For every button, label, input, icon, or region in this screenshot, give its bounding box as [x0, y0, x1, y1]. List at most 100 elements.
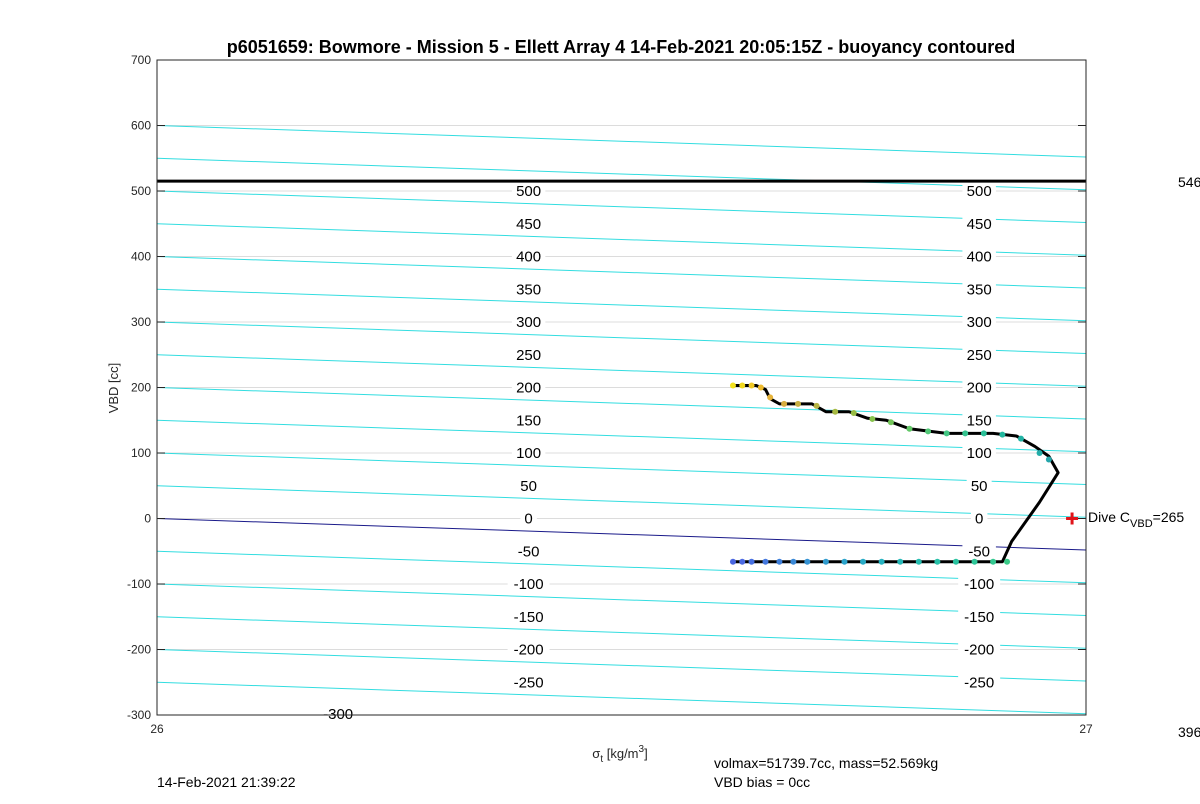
- dive-sample-point: [748, 558, 755, 565]
- dive-sample-point: [804, 558, 811, 565]
- x-tick-label: 26: [150, 722, 164, 736]
- contour-label-mid: -50: [518, 543, 540, 560]
- climb-sample-point: [781, 400, 788, 407]
- contour-line: [157, 518, 1086, 551]
- climb-sample-point: [980, 430, 987, 437]
- dive-sample-point: [776, 558, 783, 565]
- x-axis-label-superscript: 3: [639, 744, 645, 755]
- contour-line: [157, 157, 1086, 191]
- contour-label-right: -100: [964, 576, 994, 593]
- contour-line: [157, 649, 1086, 682]
- climb-sample-point: [887, 419, 894, 426]
- contour-label-right-bg: [958, 640, 1001, 659]
- contour-label-mid: 250: [516, 347, 541, 364]
- contour-label-mid: 400: [516, 249, 541, 266]
- y-tick-label: 0: [144, 512, 151, 526]
- contour-line: [157, 354, 1086, 387]
- dive-sample-point: [841, 558, 848, 565]
- y-tick-label: 700: [131, 53, 151, 67]
- x-axis-label: σt [kg/m3]: [592, 744, 647, 765]
- contour-label-mid: 200: [516, 380, 541, 397]
- dive-cvbd-label: Dive CVBD=265: [1088, 509, 1184, 530]
- climb-sample-point: [813, 402, 820, 409]
- x-axis-label-close: ]: [644, 746, 648, 761]
- contour-line: [157, 419, 1086, 453]
- contour-label-right: 0: [975, 511, 983, 528]
- contour-line: [157, 190, 1086, 223]
- contour-label-mid-bg: [511, 542, 546, 561]
- contour-label-right-bg: [966, 476, 992, 495]
- dive-sample-point: [762, 558, 769, 565]
- contour-label-mid: 0: [524, 511, 532, 528]
- contour-label-mid: -200: [514, 642, 544, 659]
- climb-sample-point: [869, 415, 876, 422]
- x-tick-label: 27: [1079, 722, 1093, 736]
- climb-sample-point: [1045, 456, 1052, 463]
- dive-sample-point: [952, 558, 959, 565]
- contour-label-mid-bg: [511, 247, 546, 266]
- y-tick-label: 500: [131, 184, 151, 198]
- contour-label-mid-bg: [520, 509, 537, 528]
- contour-line: [157, 583, 1086, 616]
- contour-line: [157, 550, 1086, 584]
- contour-line: [157, 321, 1086, 354]
- dive-cvbd-prefix: Dive C: [1088, 509, 1130, 525]
- y-tick-label: 100: [131, 446, 151, 460]
- contour-label-mid: -250: [514, 674, 544, 691]
- y-tick-label: 600: [131, 119, 151, 133]
- contour-label-right: -150: [964, 609, 994, 626]
- contour-label-right: 450: [967, 216, 992, 233]
- contour-label-mid: 50: [520, 478, 537, 495]
- contour-label-right: -200: [964, 642, 994, 659]
- contour-label-mid-bg: [511, 444, 546, 462]
- contour-line: [157, 125, 1086, 158]
- dive-sample-point: [915, 558, 922, 565]
- y-axis-label: VBD [cc]: [106, 363, 121, 414]
- y-tick-label: -200: [127, 643, 151, 657]
- contour-label-right: -50: [968, 543, 990, 560]
- contour-label-mid-bg: [511, 313, 546, 331]
- dive-sample-point: [860, 558, 867, 565]
- contour-label-mid: 500: [516, 183, 541, 200]
- contour-label-right: 100: [967, 445, 992, 462]
- footer-vbd-bias: VBD bias = 0cc: [714, 774, 810, 790]
- contour-label-right-bg: [962, 313, 996, 331]
- y-tick-label: 200: [131, 381, 151, 395]
- climb-sample-point: [832, 408, 839, 415]
- contour-label-right-bg: [962, 345, 996, 364]
- dive-sample-point: [878, 558, 885, 565]
- footer-volmax-mass: volmax=51739.7cc, mass=52.569kg: [714, 755, 938, 771]
- contour-label-mid: -150: [514, 609, 544, 626]
- y-tick-label: -100: [127, 577, 151, 591]
- sample-points: [729, 382, 1052, 565]
- contour-label-mid: 300: [516, 314, 541, 331]
- contour-label-mid: 150: [516, 412, 541, 429]
- contour-label-mid-bg: [516, 476, 542, 495]
- contour-label-right-bg: [962, 411, 996, 430]
- climb-sample-point: [906, 425, 913, 432]
- contour-label-right: 200: [967, 380, 992, 397]
- dive-sample-point: [934, 558, 941, 565]
- contour-line: [157, 223, 1086, 256]
- climb-sample-point: [739, 382, 746, 389]
- contour-line: [157, 452, 1086, 485]
- climb-sample-point: [795, 400, 802, 407]
- y-tick-label: -300: [127, 708, 151, 722]
- climb-sample-point: [925, 428, 932, 435]
- contour-line: [157, 288, 1086, 322]
- dive-sample-point: [990, 558, 997, 565]
- contour-label-mid-bg: [511, 182, 546, 200]
- side-label-bottom: 396: [1178, 724, 1200, 740]
- contour-label-mid-bg: [511, 345, 546, 364]
- contour-label-right-bg: [962, 214, 996, 233]
- climb-sample-point: [729, 382, 736, 389]
- x-axis-label-subscript: t: [600, 754, 603, 765]
- contour-line: [157, 387, 1086, 420]
- dive-sample-point: [971, 558, 978, 565]
- contour-label-mid-bg: [511, 411, 546, 430]
- dive-cvbd-value: =265: [1153, 509, 1185, 525]
- contour-line: [157, 485, 1086, 518]
- contour-label-right-bg: [962, 247, 996, 266]
